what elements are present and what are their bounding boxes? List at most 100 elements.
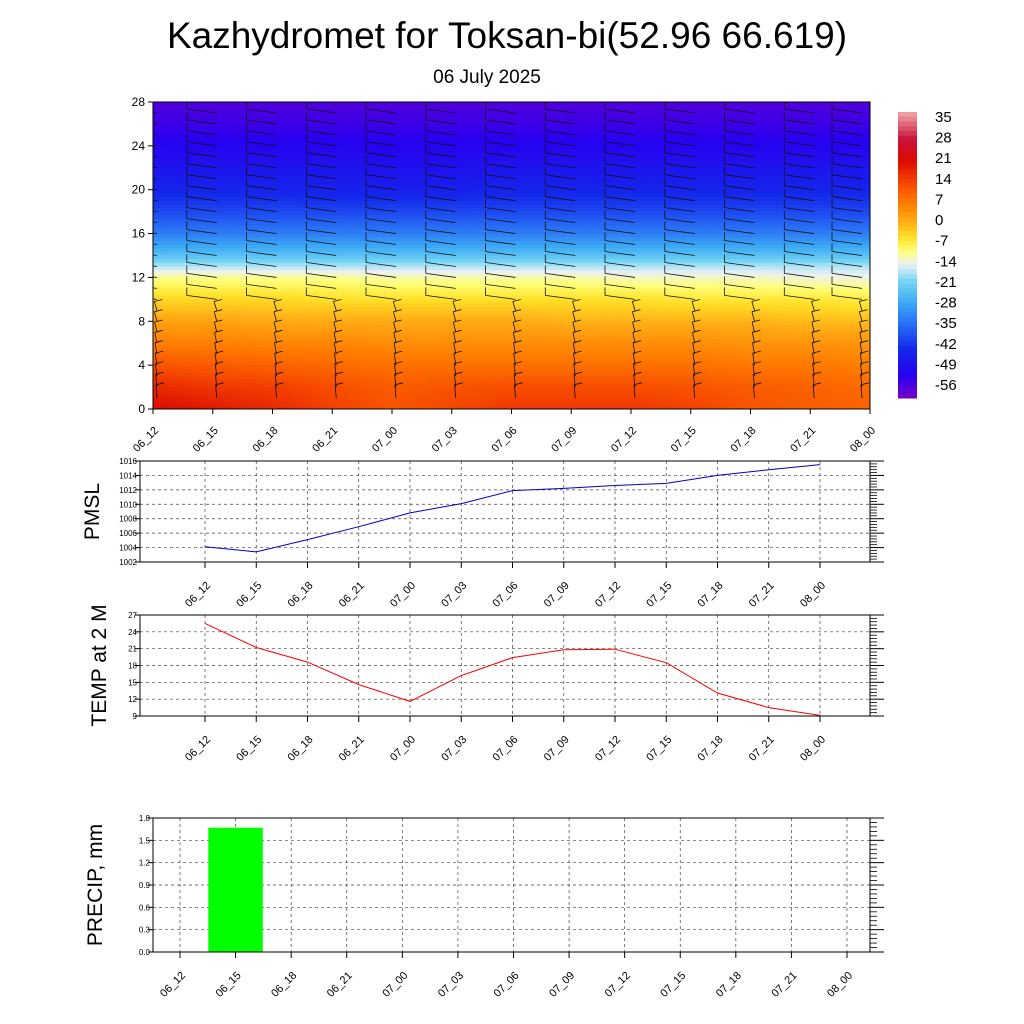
heatmap-cell [369,215,378,220]
heatmap-cell [698,197,707,202]
heatmap-cell [421,207,430,213]
heatmap-cell [825,273,834,279]
heatmap-cell [205,105,214,110]
heatmap-cell [153,127,162,132]
heatmap-cell [205,102,214,107]
heatmap-cell [757,215,767,220]
heatmap-cell [242,229,251,235]
heatmap-cell [832,142,841,147]
heatmap-cell [817,186,826,191]
heatmap-cell [347,167,356,173]
heatmap-cell [466,251,475,257]
heatmap-cell [772,281,781,286]
heatmap-cell [399,171,408,176]
heatmap-cell [265,138,274,143]
heatmap-cell [287,284,296,289]
heatmap-cell [608,123,617,129]
heatmap-cell [750,138,759,143]
heatmap-cell [496,284,505,289]
heatmap-cell [272,145,281,151]
heatmap-cell [810,127,819,132]
heatmap-cell [533,251,542,257]
heatmap-cell [451,270,460,275]
heatmap-cell [563,237,572,242]
heatmap-cell [526,284,535,289]
heatmap-cell [324,218,333,224]
heatmap-cell [653,259,662,264]
heatmap-cell [817,149,826,154]
heatmap-cell [780,207,789,213]
heatmap-cell [272,211,281,216]
heatmap-cell [384,255,393,260]
heatmap-cell [653,178,662,183]
heatmap-cell [451,259,460,264]
heatmap-cell [743,277,752,282]
heatmap-cell [683,229,692,235]
heatmap-cell [623,171,632,176]
heatmap-cell [436,237,445,242]
heatmap-cell [750,215,759,220]
heatmap-cell [847,167,856,173]
heatmap-cell [317,204,326,209]
heatmap-cell [593,171,602,176]
heatmap-cell [496,175,505,180]
heatmap-cell [212,281,221,286]
heatmap-cell [339,182,348,187]
heatmap-cell [504,200,513,205]
heatmap-cell [780,284,789,289]
heatmap-cell [444,186,453,191]
heatmap-cell [279,207,289,213]
heatmap-cell [653,277,662,282]
heatmap-cell [384,153,393,158]
heatmap-cell [728,204,737,209]
heatmap-cell [153,149,162,154]
heatmap-cell [182,273,191,279]
heatmap-cell [608,175,617,180]
heatmap-cell [436,200,445,205]
heatmap-cell [197,145,206,151]
heatmap-cell [735,153,744,158]
heatmap-cell [631,145,640,151]
heatmap-cell [489,134,498,140]
heatmap-cell [526,240,535,246]
heatmap-cell [205,244,214,249]
heatmap-cell [466,237,475,242]
heatmap-cell [257,102,266,107]
heatmap-cell [750,131,759,136]
heatmap-cell [765,116,774,121]
heatmap-cell [690,145,699,151]
heatmap-cell [287,281,296,286]
heatmap-cell [235,226,244,231]
heatmap-cell [317,145,326,151]
heatmap-cell [810,105,819,110]
heatmap-cell [160,251,169,257]
heatmap-cell [735,281,744,286]
heatmap-cell [690,138,699,143]
heatmap-cell [496,233,505,238]
heatmap-cell [205,204,214,209]
heatmap-cell [832,288,841,293]
heatmap-cell [533,262,542,268]
heatmap-cell [332,112,341,118]
heatmap-cell [675,229,684,235]
heatmap-cell [347,273,356,279]
heatmap-cell [526,270,535,275]
heatmap-cell [855,226,864,231]
heatmap-cell [698,116,707,121]
heatmap-cell [847,248,856,253]
heatmap-cell [840,149,849,154]
heatmap-cell [496,123,505,129]
heatmap-cell [227,120,236,125]
heatmap-cell [616,127,625,132]
heatmap-cell [354,255,363,260]
heatmap-cell [608,200,617,205]
heatmap-cell [757,178,767,183]
heatmap-cell [377,123,386,129]
heatmap-cell [235,229,244,235]
heatmap-cell [444,266,453,271]
heatmap-cell [825,149,834,154]
heatmap-cell [653,127,662,132]
heatmap-cell [354,175,363,180]
heatmap-cell [586,255,595,260]
heatmap-cell [802,178,811,183]
